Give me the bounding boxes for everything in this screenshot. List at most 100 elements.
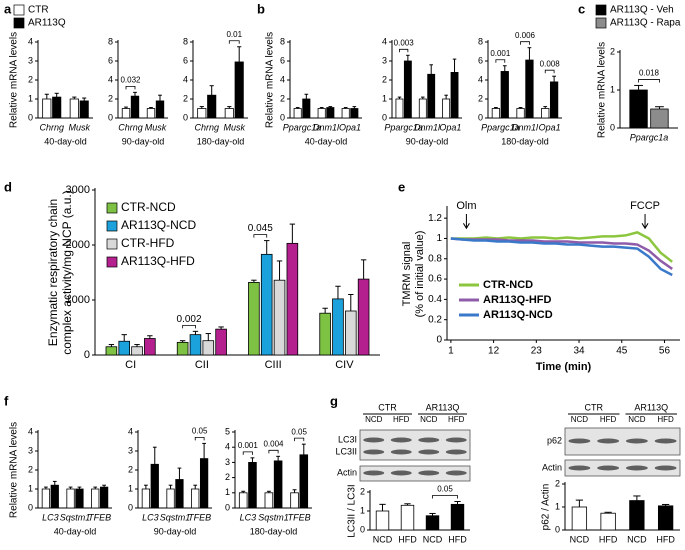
subtitle: 90-day-old: [122, 136, 165, 146]
bar: [130, 95, 140, 119]
y-tick-label: 4: [28, 36, 33, 46]
subtitle: 40-day-old: [54, 526, 97, 536]
p-value: 0.018: [639, 69, 660, 78]
y-tick-label: 1: [128, 483, 133, 493]
y-axis-label: Relative mRNA levels: [9, 422, 20, 518]
bar: [293, 108, 302, 119]
bar: [238, 492, 248, 509]
y-tick-label: 1: [360, 505, 365, 515]
significance-bracket: [399, 48, 409, 53]
bar: [248, 461, 257, 509]
y-tick-label: 6: [280, 55, 285, 65]
y-tick-label: 4: [183, 74, 188, 84]
blot-band: [363, 437, 385, 443]
y-tick-label: 1.2: [428, 213, 442, 224]
x-tick-label: HFD: [599, 534, 618, 544]
bar: [400, 504, 415, 531]
blot-band: [625, 465, 648, 471]
x-tick-label: HFD: [448, 534, 467, 544]
bar: [189, 334, 202, 356]
y-tick-label: 0: [28, 112, 33, 122]
x-axis-label: Time (min): [536, 361, 592, 373]
bar: [175, 479, 184, 509]
y-tick-label: 0: [128, 502, 133, 512]
legend-label: CTR-HFD: [121, 236, 175, 250]
bar: [199, 458, 209, 509]
bar: [427, 73, 436, 119]
x-tick-label: NCD: [627, 534, 647, 544]
significance-bracket: [544, 69, 555, 74]
blot-band: [654, 465, 677, 471]
y-tick-label: 6: [183, 55, 188, 65]
legend-swatch: [106, 238, 118, 250]
bar: [69, 98, 79, 119]
y-tick-label: 3: [28, 55, 33, 65]
bar: [52, 96, 62, 119]
bar: [264, 492, 274, 509]
x-tick-label: 12: [488, 346, 500, 357]
y-axis-label: complex activity/mg NCP (a.u.): [60, 190, 74, 355]
significance-bracket: [125, 85, 136, 90]
x-tick-label: Ppargc1a: [283, 122, 322, 132]
y-tick-label: 1000: [66, 294, 90, 306]
blot-lane-label: HFD: [393, 415, 410, 424]
x-tick-label: Dnm1l: [512, 122, 539, 132]
x-tick-label: NCD: [570, 534, 590, 544]
y-tick-label: 0: [84, 349, 90, 361]
bar: [450, 503, 465, 531]
x-tick-label: NCD: [423, 534, 443, 544]
p-value: 0.001: [238, 441, 259, 450]
blot-group-label: CTR: [378, 402, 397, 412]
bar: [442, 98, 451, 119]
y-tick-label: 0: [183, 112, 188, 122]
significance-bracket: [495, 59, 506, 63]
legend-swatch: [106, 220, 118, 232]
blot-row-label: p62: [547, 435, 562, 445]
bar: [248, 281, 260, 356]
y-tick-label: 4: [382, 36, 387, 46]
y-tick-label: 4: [280, 74, 285, 84]
legend-label: CTR-NCD: [483, 279, 533, 291]
x-tick-label: CII: [195, 359, 209, 371]
significance-bracket: [432, 495, 458, 499]
legend-label: CTR-NCD: [121, 200, 176, 214]
y-tick-label: 8: [108, 36, 113, 46]
legend-label: AR113Q-HFD: [483, 294, 552, 306]
p-value: 0.032: [120, 75, 141, 84]
bar: [299, 454, 309, 509]
bar: [155, 100, 165, 119]
legend-label: CTR: [28, 5, 49, 16]
bar: [350, 108, 359, 119]
significance-bracket: [194, 437, 205, 441]
blot-band: [390, 449, 412, 455]
blot-band: [597, 465, 620, 471]
bar: [375, 510, 390, 531]
blot-band: [418, 470, 440, 476]
x-tick-label: Dnm1l: [313, 122, 340, 132]
bar: [197, 108, 207, 119]
y-tick-label: 3: [382, 55, 387, 65]
y-tick-label: 1: [382, 93, 387, 103]
y-tick-label: 8: [183, 36, 188, 46]
x-tick-label: CIII: [265, 359, 282, 371]
bar: [273, 460, 283, 509]
y-tick-label: 2: [478, 93, 483, 103]
bar: [105, 346, 118, 356]
panel-letter: c: [578, 1, 585, 16]
bar: [99, 486, 109, 509]
legend-swatch: [106, 202, 118, 214]
annotation: Olm: [456, 200, 476, 212]
blot-group-label: CTR: [585, 402, 604, 412]
legend-label: AR113Q: [28, 18, 66, 29]
x-tick-label: Chrng: [39, 122, 64, 132]
blot-band: [568, 438, 591, 444]
y-tick-label: 2: [610, 46, 615, 56]
y-tick-label: 1: [28, 483, 33, 493]
legend-swatch: [595, 4, 607, 16]
y-tick-label: 5: [225, 426, 230, 436]
x-tick-label: TFEB: [88, 512, 111, 522]
bar: [345, 310, 357, 356]
bar: [629, 500, 645, 531]
bar: [41, 488, 51, 509]
y-tick-label: 1: [610, 84, 615, 94]
